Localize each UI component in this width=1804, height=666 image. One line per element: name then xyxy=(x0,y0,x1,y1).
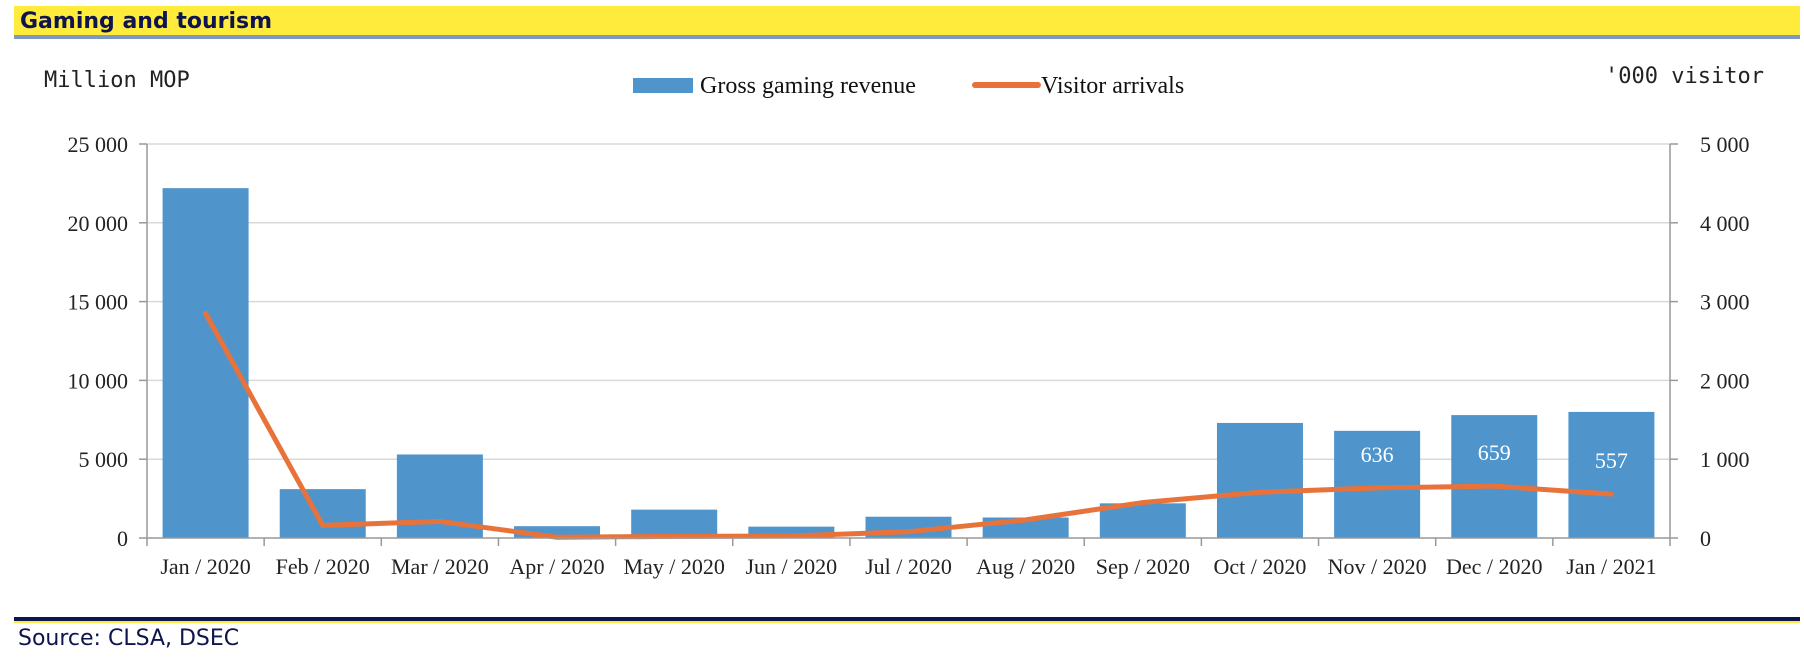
x-tick-label: Aug / 2020 xyxy=(976,554,1075,579)
x-tick-label: Jan / 2020 xyxy=(160,554,250,579)
visitor-arrivals-line xyxy=(203,310,1614,540)
y-tick-label-right: 4 000 xyxy=(1700,211,1750,236)
legend: Gross gaming revenue Visitor arrivals xyxy=(633,73,1184,99)
y-tick-label-left: 10 000 xyxy=(68,368,129,393)
y-axis-title-right: '000 visitor xyxy=(1605,64,1764,89)
x-tick-label: Jan / 2021 xyxy=(1566,554,1656,579)
x-tick-label: Apr / 2020 xyxy=(509,554,604,579)
legend-label-bar: Gross gaming revenue xyxy=(700,73,916,99)
bar xyxy=(631,509,718,538)
legend-swatch-bar xyxy=(633,78,693,93)
y-tick-label-right: 0 xyxy=(1700,526,1711,551)
x-tick-label: Mar / 2020 xyxy=(391,554,489,579)
y-tick-label-right: 2 000 xyxy=(1700,368,1750,393)
y-tick-label-left: 0 xyxy=(117,526,128,551)
x-tick-label: Sep / 2020 xyxy=(1096,554,1190,579)
footer-divider xyxy=(14,617,1800,623)
legend-label-line: Visitor arrivals xyxy=(1041,73,1184,99)
data-label: 659 xyxy=(1478,440,1511,465)
axes: 0 0 5 000 1 000 10 000 2 000 15 000 3 000 20 000… xyxy=(68,132,1750,579)
chart: 636 659 557 0 0 5 000 1 000 10 000 2 000 15 000 3… xyxy=(44,64,1764,579)
y-axis-title-left: Million MOP xyxy=(44,68,190,93)
data-label: 557 xyxy=(1595,448,1628,473)
bar xyxy=(1451,415,1538,538)
x-tick-label: May / 2020 xyxy=(623,554,724,579)
data-label: 636 xyxy=(1361,442,1394,467)
x-tick-label: Jun / 2020 xyxy=(746,554,838,579)
gridlines xyxy=(147,143,1670,460)
y-tick-label-right: 5 000 xyxy=(1700,132,1750,157)
bar xyxy=(748,526,835,538)
bar xyxy=(279,489,366,538)
y-tick-label-right: 3 000 xyxy=(1700,290,1750,315)
bar xyxy=(1216,422,1303,538)
y-tick-label-left: 20 000 xyxy=(68,211,129,236)
x-tick-label: Feb / 2020 xyxy=(276,554,370,579)
x-tick-label: Oct / 2020 xyxy=(1214,554,1307,579)
source-note: Source: CLSA, DSEC xyxy=(18,626,240,651)
x-tick-label: Dec / 2020 xyxy=(1446,554,1543,579)
bar xyxy=(514,526,601,538)
x-tick-label: Jul / 2020 xyxy=(865,554,952,579)
data-labels: 636 659 557 xyxy=(1361,440,1628,473)
x-tick-label: Nov / 2020 xyxy=(1328,554,1427,579)
bar xyxy=(1568,411,1655,538)
y-tick-label-left: 15 000 xyxy=(68,290,129,315)
line-series xyxy=(203,310,1614,540)
y-tick-label-left: 5 000 xyxy=(79,447,129,472)
y-tick-label-right: 1 000 xyxy=(1700,447,1750,472)
page-title: Gaming and tourism xyxy=(20,9,273,34)
bar xyxy=(1334,430,1421,538)
y-tick-label-left: 25 000 xyxy=(68,132,129,157)
header-bar: Gaming and tourism xyxy=(14,6,1800,39)
